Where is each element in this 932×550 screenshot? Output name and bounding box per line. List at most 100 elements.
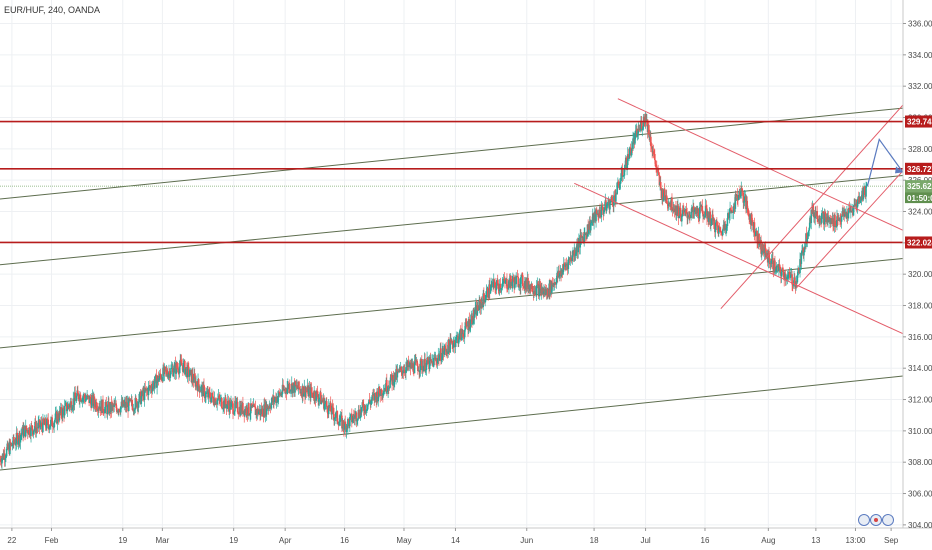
candle-body	[51, 417, 53, 427]
candle-body	[310, 387, 312, 398]
candle-body	[595, 210, 597, 222]
candle-body	[639, 125, 642, 131]
candle-body	[281, 393, 283, 395]
candle-body	[824, 212, 826, 214]
candle-body	[818, 218, 820, 222]
candle-body	[704, 215, 706, 218]
candle-body	[172, 367, 174, 377]
candle-body	[299, 389, 302, 393]
candle-body	[380, 389, 383, 396]
candle-body	[312, 392, 314, 397]
candle-body	[344, 421, 347, 424]
candle-body	[714, 222, 717, 233]
candle-body	[119, 406, 122, 413]
candle-body	[52, 426, 54, 428]
candle-body	[360, 407, 363, 413]
y-tick-label: 320.000	[908, 270, 932, 279]
candle-body	[400, 366, 403, 371]
settings-icon[interactable]	[858, 514, 894, 526]
candle-body	[116, 407, 118, 413]
candle-body	[739, 192, 742, 197]
candle-body	[478, 299, 481, 311]
candle-body	[803, 252, 805, 256]
candle-body	[718, 226, 720, 234]
candle-body	[253, 406, 256, 407]
candle-body	[304, 391, 307, 398]
candle-body	[595, 210, 598, 215]
candle-body	[632, 138, 634, 150]
candle-body	[591, 220, 593, 222]
x-tick-label: 13	[811, 536, 820, 545]
candle-body	[207, 390, 210, 398]
candle-body	[364, 405, 367, 412]
candle-body	[502, 282, 504, 284]
candle-body	[469, 319, 472, 327]
candle-body	[702, 211, 704, 217]
candle-body	[451, 340, 453, 345]
candle-body	[650, 136, 652, 147]
candle-body	[860, 198, 863, 201]
x-tick-label: May	[396, 536, 411, 545]
candle-body	[386, 380, 388, 392]
candle-body	[520, 277, 522, 288]
candle-body	[476, 305, 479, 316]
candle-body	[843, 210, 846, 217]
candle-body	[551, 282, 554, 287]
candle-body	[398, 368, 401, 372]
candle-body	[339, 415, 342, 421]
candle-body	[370, 399, 373, 401]
candle-body	[46, 418, 48, 429]
candle-body	[487, 288, 489, 298]
candle-body	[624, 165, 626, 170]
candle-body	[235, 401, 238, 405]
candle-body	[57, 413, 59, 420]
candle-body	[800, 253, 803, 264]
candle-body	[485, 297, 487, 300]
candle-body	[193, 374, 195, 383]
candle-body	[376, 391, 379, 402]
candle-body	[638, 128, 640, 130]
trend-line	[574, 182, 904, 335]
candle-body	[265, 404, 268, 415]
candle-body	[38, 419, 41, 428]
candle-body	[808, 227, 811, 231]
level-price-tag: 322.024	[907, 238, 932, 247]
candle-body	[589, 223, 592, 231]
channel-line	[0, 174, 904, 266]
candle-body	[590, 221, 593, 224]
candle-body	[496, 280, 499, 284]
candle-body	[797, 268, 799, 276]
candle-body	[115, 403, 117, 408]
candle-body	[154, 376, 156, 384]
candle-body	[617, 181, 620, 186]
candle-body	[710, 218, 713, 225]
candle-body	[797, 268, 800, 270]
candle-body	[30, 425, 32, 436]
candle-body	[176, 363, 178, 369]
candle-body	[177, 368, 180, 373]
candle-body	[710, 224, 712, 226]
candle-body	[277, 397, 279, 402]
trend-lines	[574, 98, 904, 335]
candle-body	[227, 400, 230, 406]
candle-body	[768, 258, 771, 265]
candle-body	[450, 338, 452, 342]
candle-body	[203, 387, 206, 399]
candle-body	[840, 215, 843, 222]
candle-body	[377, 396, 380, 402]
candle-body	[86, 394, 88, 399]
candle-body	[67, 404, 70, 407]
candle-body	[77, 390, 79, 394]
candle-body	[316, 391, 319, 398]
candle-body	[199, 391, 202, 392]
candle-body	[158, 378, 160, 382]
channel-line	[0, 375, 904, 471]
candle-body	[612, 205, 615, 207]
candle-body	[1, 457, 3, 464]
candle-body	[104, 407, 106, 414]
candle-body	[242, 402, 244, 414]
candle-body	[593, 214, 595, 223]
candle-body	[627, 154, 630, 159]
candle-body	[4, 458, 7, 460]
